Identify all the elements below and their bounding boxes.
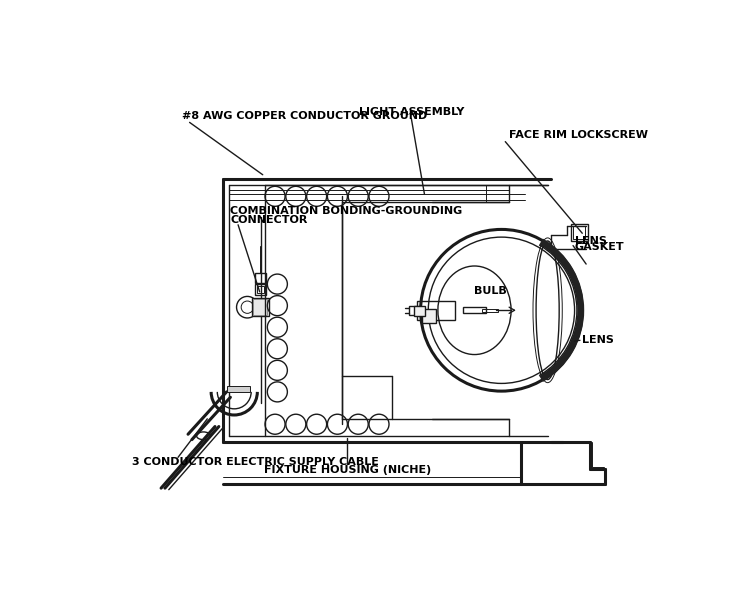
Text: FACE RIM LOCKSCREW: FACE RIM LOCKSCREW [509,130,648,140]
Text: #8 AWG COPPER CONDUCTOR GROUND: #8 AWG COPPER CONDUCTOR GROUND [182,111,427,121]
Text: LENS: LENS [581,335,613,345]
Text: COMBINATION BONDING-GROUNDING: COMBINATION BONDING-GROUNDING [231,205,463,215]
Bar [571,224,588,241]
Bar [252,298,269,316]
Bar [463,307,486,313]
Bar [414,306,425,316]
Bar [255,273,266,283]
Text: LENS: LENS [575,235,606,245]
Text: BULB: BULB [474,286,507,296]
Text: CONNECTOR: CONNECTOR [231,215,307,225]
Bar [257,286,264,293]
Bar [409,306,418,315]
Bar [422,309,436,323]
Bar [573,227,586,239]
Text: FIXTURE HOUSING (NICHE): FIXTURE HOUSING (NICHE) [264,465,431,475]
Bar [255,284,266,295]
Text: LIGHT ASSEMBLY: LIGHT ASSEMBLY [359,107,464,117]
Bar [253,300,267,315]
Bar [482,309,498,312]
Bar [226,386,250,392]
Text: GASKET: GASKET [575,242,624,252]
Bar [417,301,455,320]
Text: 3 CONDUCTOR ELECTRIC SUPPLY CABLE: 3 CONDUCTOR ELECTRIC SUPPLY CABLE [132,457,378,467]
